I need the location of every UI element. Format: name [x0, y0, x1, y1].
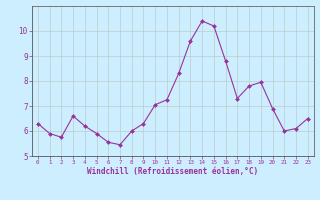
X-axis label: Windchill (Refroidissement éolien,°C): Windchill (Refroidissement éolien,°C) [87, 167, 258, 176]
